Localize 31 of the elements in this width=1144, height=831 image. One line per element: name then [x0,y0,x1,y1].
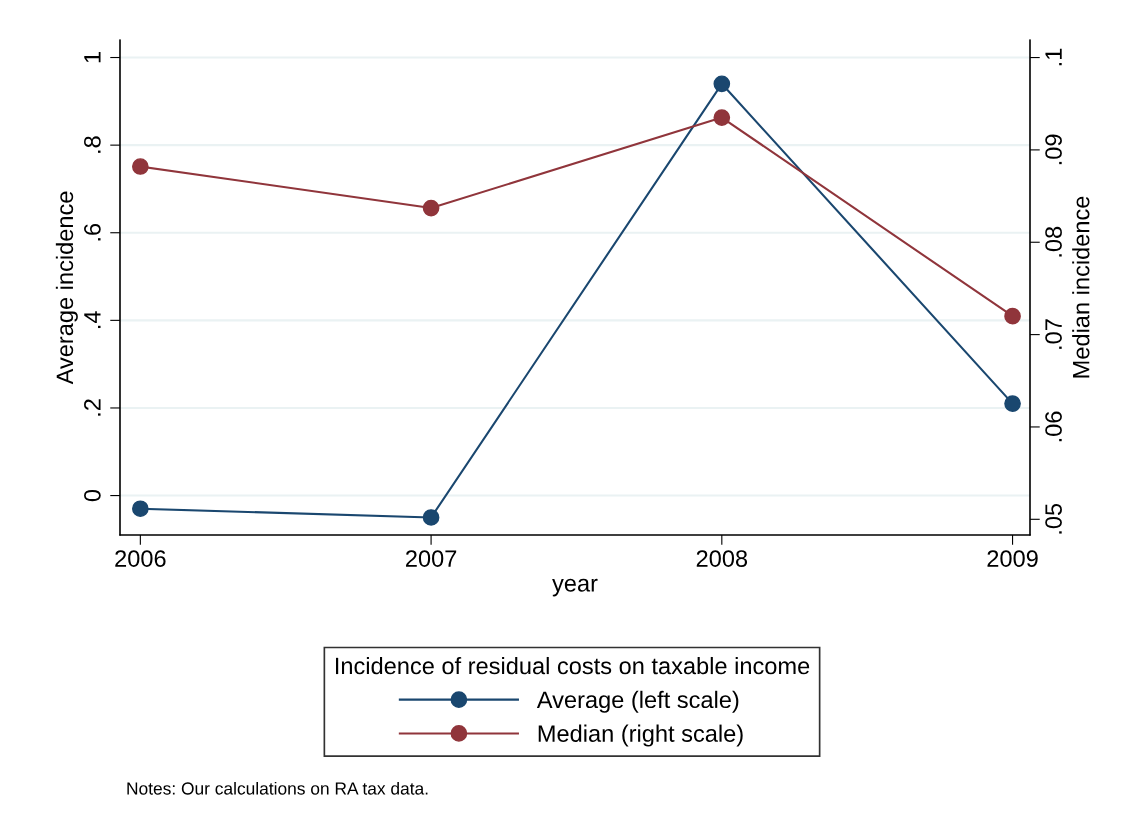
legend-label: Average (left scale) [536,690,739,713]
point [713,109,731,126]
legend-title: Incidence of residual costs on taxable income [335,656,810,675]
point [1004,395,1021,412]
x-tick-label: 2007 [406,550,457,567]
point [132,500,149,518]
point [1004,307,1021,325]
x-tick-label: 2009 [987,550,1038,567]
y-tick-label: 0 [84,489,101,502]
y2-tick-label: .1 [1045,48,1062,66]
y2-tick-label: .06 [1045,411,1062,442]
y2-tick-label: .08 [1045,226,1062,257]
x-tick-label: 2006 [115,550,166,567]
x-tick-label: 2008 [696,550,748,567]
y-tick-label: .8 [84,136,101,153]
point [713,75,731,93]
text: Notes: Our calculations on RA tax data. [127,781,428,795]
y2-tick-label: .09 [1045,134,1062,165]
y-tick-label: .4 [84,311,101,329]
legend-label: Median (right scale) [538,724,743,747]
y2-tick-label: .05 [1045,503,1062,534]
y-axis-title: Average incidence [55,191,78,385]
y2-axis-title: Median incidence [1072,196,1090,378]
y2-tick-label: .07 [1045,319,1062,349]
y-tick-label: 1 [84,52,101,63]
x-axis-title: year [552,578,598,597]
y-tick-label: .6 [84,223,101,241]
point [132,158,149,175]
point [422,199,440,217]
y-tick-label: .2 [84,399,101,416]
point [422,509,440,526]
